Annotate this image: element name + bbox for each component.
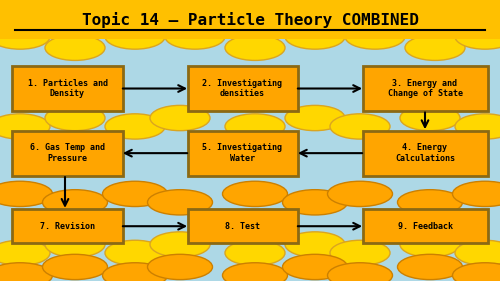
Text: 3. Energy and
Change of State: 3. Energy and Change of State [388,79,462,98]
Ellipse shape [285,232,345,257]
Ellipse shape [0,181,52,207]
Ellipse shape [328,263,392,281]
Ellipse shape [400,232,460,257]
Text: 2. Investigating
densities: 2. Investigating densities [202,79,282,98]
Ellipse shape [0,24,50,49]
Ellipse shape [452,181,500,207]
Ellipse shape [5,0,75,30]
Ellipse shape [45,105,105,131]
Ellipse shape [42,190,108,215]
Ellipse shape [225,35,285,60]
Ellipse shape [105,114,165,139]
Ellipse shape [345,24,405,49]
FancyBboxPatch shape [188,66,298,111]
Ellipse shape [225,240,285,266]
Ellipse shape [330,240,390,266]
Ellipse shape [452,263,500,281]
Ellipse shape [85,0,155,24]
Ellipse shape [282,254,348,280]
Ellipse shape [398,190,462,215]
Ellipse shape [148,190,212,215]
Ellipse shape [225,114,285,139]
Ellipse shape [398,254,462,280]
Ellipse shape [105,24,165,49]
Text: 6. Gas Temp and
Pressure: 6. Gas Temp and Pressure [30,143,105,163]
FancyBboxPatch shape [362,131,488,176]
FancyBboxPatch shape [362,209,488,243]
Ellipse shape [365,0,435,30]
Text: 5. Investigating
Water: 5. Investigating Water [202,143,282,163]
Ellipse shape [0,114,50,139]
Text: 1. Particles and
Density: 1. Particles and Density [28,79,108,98]
FancyBboxPatch shape [12,66,122,111]
Ellipse shape [328,181,392,207]
Ellipse shape [445,0,500,24]
Text: Topic 14 – Particle Theory COMBINED: Topic 14 – Particle Theory COMBINED [82,12,418,28]
Ellipse shape [455,114,500,139]
Text: 7. Revision: 7. Revision [40,222,95,231]
Ellipse shape [285,24,345,49]
FancyBboxPatch shape [0,0,500,39]
Ellipse shape [42,254,108,280]
Ellipse shape [330,114,390,139]
FancyBboxPatch shape [188,209,298,243]
Ellipse shape [285,105,345,131]
Ellipse shape [405,35,465,60]
Ellipse shape [275,0,345,24]
Ellipse shape [165,24,225,49]
Ellipse shape [0,240,50,266]
Ellipse shape [400,105,460,131]
Ellipse shape [102,181,168,207]
FancyBboxPatch shape [188,131,298,176]
Ellipse shape [222,263,288,281]
Ellipse shape [282,190,348,215]
Ellipse shape [0,263,52,281]
Ellipse shape [148,254,212,280]
Ellipse shape [222,181,288,207]
Text: 9. Feedback: 9. Feedback [398,222,452,231]
FancyBboxPatch shape [12,131,122,176]
Ellipse shape [150,105,210,131]
Ellipse shape [455,240,500,266]
Ellipse shape [105,240,165,266]
Ellipse shape [150,232,210,257]
Ellipse shape [455,24,500,49]
Ellipse shape [102,263,168,281]
FancyBboxPatch shape [12,209,122,243]
Text: 4. Energy
Calculations: 4. Energy Calculations [395,143,455,163]
Text: 8. Test: 8. Test [225,222,260,231]
Ellipse shape [45,35,105,60]
Ellipse shape [45,232,105,257]
FancyBboxPatch shape [362,66,488,111]
Ellipse shape [185,0,255,30]
